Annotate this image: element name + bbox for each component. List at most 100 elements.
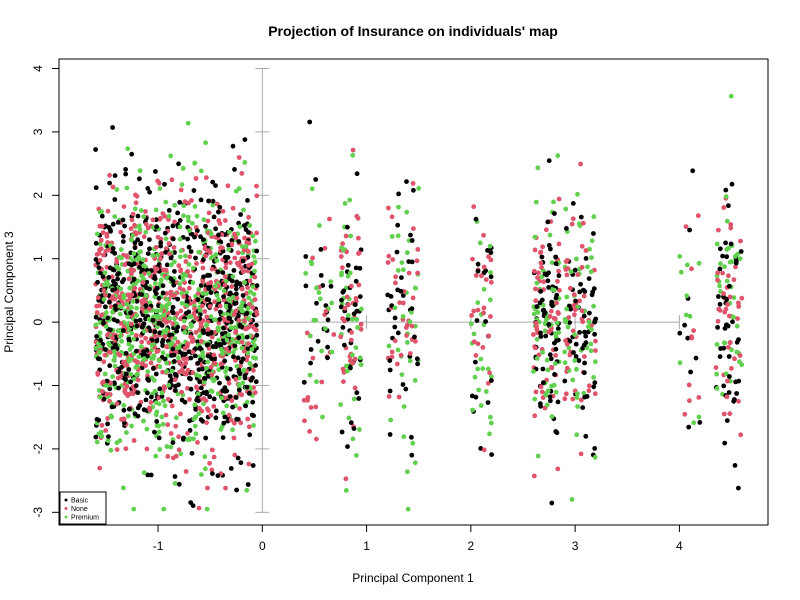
data-point-none [190, 370, 196, 376]
data-point-none [564, 341, 570, 347]
data-point-none [738, 432, 744, 438]
data-point-none [214, 201, 220, 207]
data-point-none [133, 333, 139, 338]
data-point-none [532, 247, 538, 253]
data-point-premium [577, 223, 583, 229]
data-point-premium [531, 369, 536, 374]
data-point-none [580, 220, 586, 226]
data-point-basic [120, 239, 126, 245]
data-point-basic [120, 217, 126, 223]
data-point-premium [251, 254, 257, 259]
data-point-none [723, 306, 729, 312]
data-point-basic [201, 237, 206, 243]
data-point-basic [160, 283, 166, 289]
data-point-premium [127, 347, 133, 352]
data-point-premium [220, 410, 226, 416]
data-point-none [725, 378, 730, 384]
data-point-basic [184, 298, 190, 304]
data-point-premium [93, 322, 99, 328]
data-point-premium [125, 413, 131, 419]
data-point-none [100, 379, 106, 385]
data-point-none [234, 295, 240, 301]
data-point-premium [197, 334, 202, 339]
data-point-premium [416, 186, 422, 191]
data-point-none [169, 177, 175, 183]
data-point-premium [110, 374, 115, 379]
data-point-premium [140, 257, 146, 263]
data-point-none [164, 344, 169, 349]
data-point-none [205, 281, 211, 286]
data-point-basic [158, 243, 164, 249]
data-point-basic [721, 345, 727, 351]
data-point-none [121, 416, 127, 422]
data-point-premium [125, 146, 131, 152]
data-point-premium [154, 409, 160, 415]
data-point-premium [311, 317, 317, 323]
data-point-basic [228, 366, 233, 372]
data-point-none [99, 224, 105, 229]
data-point-basic [172, 474, 178, 479]
data-point-none [132, 230, 138, 235]
data-point-basic [153, 291, 159, 296]
data-point-basic [571, 350, 576, 355]
data-point-premium [358, 362, 364, 368]
data-point-none [195, 440, 200, 445]
data-point-none [569, 221, 575, 227]
data-point-none [174, 311, 180, 316]
data-point-premium [545, 388, 551, 394]
data-point-premium [130, 299, 136, 304]
data-point-basic [250, 463, 256, 468]
data-point-none [200, 318, 206, 324]
data-point-premium [245, 305, 251, 311]
data-point-none [533, 320, 539, 326]
data-point-basic [216, 232, 221, 238]
data-point-basic [580, 405, 586, 410]
data-point-premium [476, 387, 482, 393]
data-point-premium [248, 289, 253, 295]
data-point-none [118, 374, 123, 380]
data-point-basic [232, 301, 238, 306]
data-point-premium [543, 392, 549, 398]
data-point-basic [122, 420, 127, 426]
data-point-premium [338, 402, 343, 407]
data-point-basic [308, 360, 313, 366]
data-point-premium [240, 300, 245, 306]
data-point-premium [346, 415, 352, 421]
data-point-basic [245, 346, 251, 352]
data-point-none [183, 469, 189, 474]
data-point-basic [210, 198, 216, 204]
data-point-premium [192, 204, 198, 209]
data-point-basic [724, 254, 730, 260]
data-point-none [190, 349, 196, 355]
data-point-premium [677, 360, 683, 366]
data-point-basic [555, 326, 561, 332]
data-point-none [726, 344, 731, 350]
data-point-premium [487, 431, 492, 437]
data-point-basic [121, 407, 127, 413]
data-point-basic [133, 383, 139, 389]
data-point-basic [140, 267, 146, 273]
data-point-premium [405, 506, 411, 512]
data-point-basic [123, 377, 128, 382]
data-point-basic [254, 248, 260, 254]
data-point-premium [116, 266, 122, 272]
data-point-basic [716, 294, 721, 299]
data-point-none [586, 388, 592, 394]
data-point-none [254, 183, 259, 189]
data-point-premium [230, 427, 236, 433]
data-point-none [555, 310, 561, 315]
data-point-premium [118, 247, 124, 252]
data-point-basic [135, 405, 141, 411]
data-point-basic [552, 372, 557, 377]
data-point-premium [161, 312, 167, 318]
data-point-none [106, 247, 112, 253]
data-point-none [715, 318, 721, 324]
data-point-basic [115, 276, 120, 282]
data-point-basic [328, 283, 334, 289]
data-point-basic [126, 406, 132, 412]
data-point-premium [405, 469, 410, 475]
data-point-none [394, 361, 400, 367]
data-point-basic [170, 346, 176, 352]
data-point-basic [236, 313, 241, 319]
data-point-basic [192, 234, 197, 240]
